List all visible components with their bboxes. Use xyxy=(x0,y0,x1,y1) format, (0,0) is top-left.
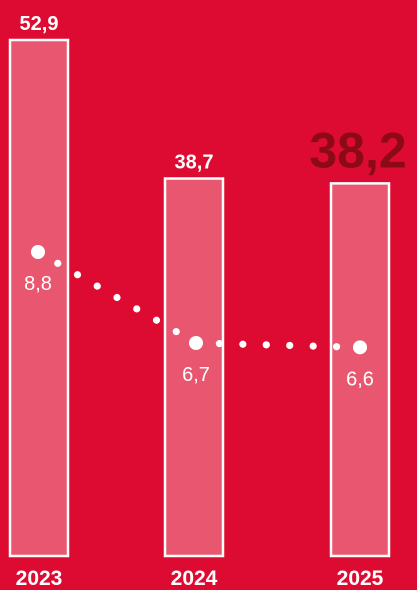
line-dot xyxy=(239,341,246,348)
year-label-2023: 2023 xyxy=(16,567,63,590)
line-dot xyxy=(94,283,101,290)
line-dot xyxy=(113,294,120,301)
line-point-label-2023: 8,8 xyxy=(24,273,52,295)
line-dot xyxy=(310,342,317,349)
bar-2023 xyxy=(10,40,68,556)
year-label-2025: 2025 xyxy=(337,567,384,590)
bar-value-label-2023: 52,9 xyxy=(20,13,59,35)
bars-layer xyxy=(10,40,389,556)
year-label-2024: 2024 xyxy=(171,567,218,590)
line-dot xyxy=(173,328,180,335)
line-point-label-2024: 6,7 xyxy=(182,364,210,386)
line-dot xyxy=(54,260,61,267)
bar-value-label-2025: 38,2 xyxy=(309,122,406,178)
line-dot xyxy=(263,341,270,348)
line-dot xyxy=(133,305,140,312)
line-point-2024 xyxy=(189,336,203,350)
line-dot xyxy=(333,343,340,350)
line-dot xyxy=(216,340,223,347)
line-dot xyxy=(74,271,81,278)
line-point-2023 xyxy=(31,245,45,259)
line-dot xyxy=(286,342,293,349)
line-point-label-2025: 6,6 xyxy=(346,368,374,390)
line-point-2025 xyxy=(353,340,367,354)
bar-value-label-2024: 38,7 xyxy=(175,152,214,174)
line-dot xyxy=(153,317,160,324)
